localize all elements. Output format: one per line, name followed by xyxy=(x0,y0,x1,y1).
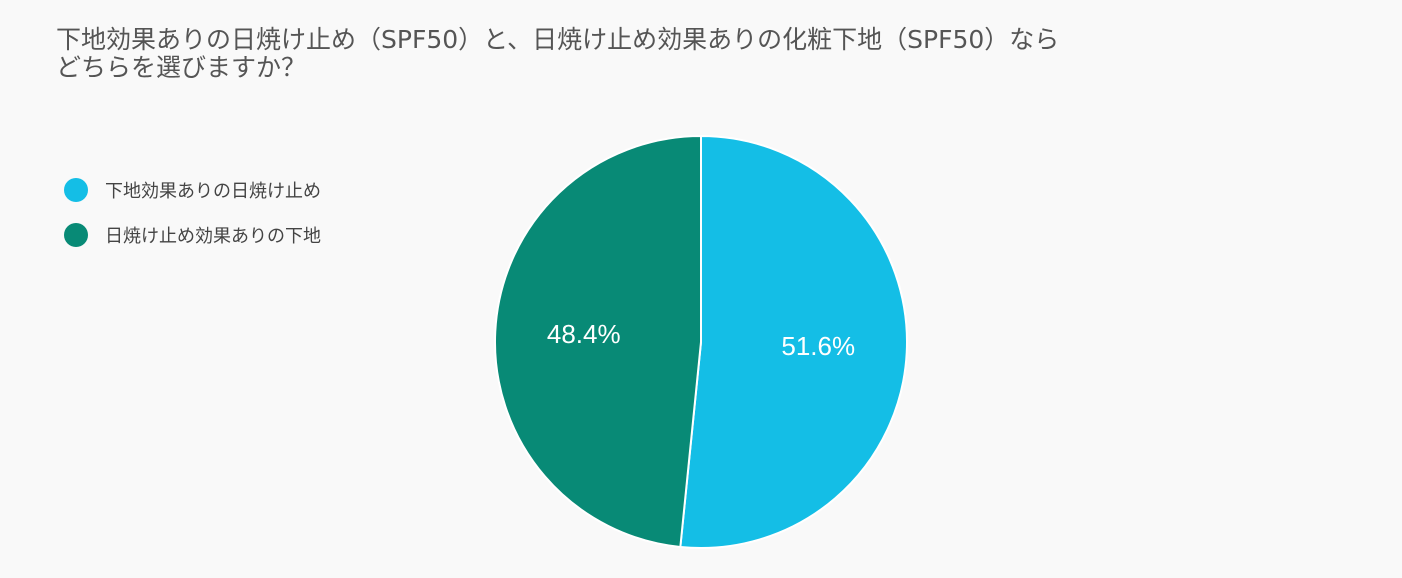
chart-title: 下地効果ありの日焼け止め（SPF50）と、日焼け止め効果ありの化粧下地（SPF5… xyxy=(56,26,1256,82)
pie-slices xyxy=(494,134,908,549)
legend-label: 下地効果ありの日焼け止め xyxy=(105,181,321,202)
legend-swatch-icon xyxy=(64,223,88,247)
pie-slice-labels: 51.6% 48.4% xyxy=(547,319,855,361)
chart-title-line-2: どちらを選びますか？ xyxy=(56,53,307,82)
chart-legend: 下地効果ありの日焼け止め 日焼け止め効果ありの下地 xyxy=(64,178,321,268)
pie-slice-label-0: 51.6% xyxy=(781,331,855,361)
pie-slice-label-1: 48.4% xyxy=(547,319,621,349)
pie-slice-0[interactable] xyxy=(679,134,908,549)
legend-item-base-with-sunscreen[interactable]: 日焼け止め効果ありの下地 xyxy=(64,223,321,247)
legend-swatch-icon xyxy=(64,178,88,202)
pie-slice-1[interactable] xyxy=(494,134,702,549)
legend-label: 日焼け止め効果ありの下地 xyxy=(105,226,321,247)
legend-item-sunscreen-with-base[interactable]: 下地効果ありの日焼け止め xyxy=(64,178,321,202)
chart-title-line-1: 下地効果ありの日焼け止め（SPF50）と、日焼け止め効果ありの化粧下地（SPF5… xyxy=(56,25,1060,54)
